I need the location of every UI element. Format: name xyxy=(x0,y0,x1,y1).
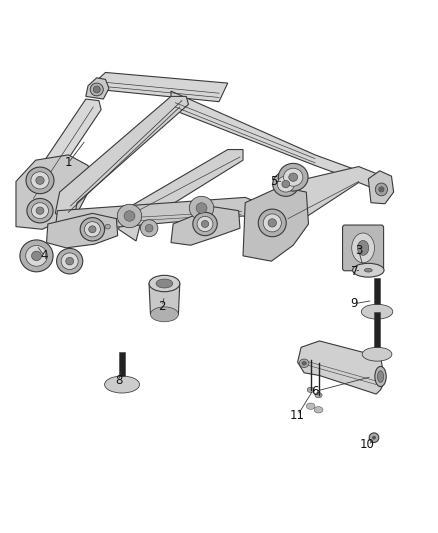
Ellipse shape xyxy=(124,211,135,221)
Ellipse shape xyxy=(66,257,74,265)
Ellipse shape xyxy=(352,233,374,263)
Ellipse shape xyxy=(263,214,281,232)
Ellipse shape xyxy=(378,370,384,382)
Ellipse shape xyxy=(32,251,42,261)
Ellipse shape xyxy=(26,246,47,266)
Ellipse shape xyxy=(258,209,286,237)
Text: 2: 2 xyxy=(159,300,166,313)
Ellipse shape xyxy=(369,433,379,442)
Ellipse shape xyxy=(83,221,88,225)
Ellipse shape xyxy=(193,212,217,236)
Ellipse shape xyxy=(189,196,214,220)
Ellipse shape xyxy=(353,263,384,277)
Ellipse shape xyxy=(36,207,44,214)
Polygon shape xyxy=(297,341,385,394)
Polygon shape xyxy=(20,99,101,213)
Ellipse shape xyxy=(362,348,392,361)
Ellipse shape xyxy=(20,240,53,272)
Ellipse shape xyxy=(26,167,54,193)
Ellipse shape xyxy=(85,222,100,237)
Ellipse shape xyxy=(361,304,393,319)
Ellipse shape xyxy=(306,403,315,409)
Ellipse shape xyxy=(314,407,323,413)
Polygon shape xyxy=(149,284,180,314)
Polygon shape xyxy=(16,155,92,229)
Ellipse shape xyxy=(201,221,208,228)
Polygon shape xyxy=(368,171,394,204)
Ellipse shape xyxy=(282,181,290,188)
Ellipse shape xyxy=(149,276,180,292)
Polygon shape xyxy=(86,78,109,99)
Text: 11: 11 xyxy=(290,409,305,422)
Ellipse shape xyxy=(364,268,372,272)
Ellipse shape xyxy=(105,224,110,229)
Ellipse shape xyxy=(145,224,153,232)
Ellipse shape xyxy=(57,248,83,274)
Ellipse shape xyxy=(31,172,49,189)
Text: 8: 8 xyxy=(115,374,122,387)
Polygon shape xyxy=(88,72,228,102)
Ellipse shape xyxy=(379,187,384,192)
Ellipse shape xyxy=(61,253,78,270)
Ellipse shape xyxy=(283,168,303,186)
Ellipse shape xyxy=(94,228,99,233)
Text: 4: 4 xyxy=(41,249,48,262)
Ellipse shape xyxy=(375,367,386,386)
Text: 7: 7 xyxy=(350,265,358,278)
Polygon shape xyxy=(171,91,359,181)
Polygon shape xyxy=(55,197,272,232)
Ellipse shape xyxy=(196,203,207,213)
Bar xyxy=(374,278,380,304)
Polygon shape xyxy=(280,166,383,228)
Text: 10: 10 xyxy=(360,438,375,451)
Ellipse shape xyxy=(117,204,142,228)
Ellipse shape xyxy=(105,376,140,393)
Text: 5: 5 xyxy=(270,175,277,188)
Ellipse shape xyxy=(372,436,376,440)
Ellipse shape xyxy=(197,216,213,231)
Ellipse shape xyxy=(268,219,276,227)
Ellipse shape xyxy=(307,387,314,392)
Ellipse shape xyxy=(36,176,44,184)
Ellipse shape xyxy=(375,183,388,196)
Polygon shape xyxy=(171,207,240,245)
Ellipse shape xyxy=(277,176,294,192)
Ellipse shape xyxy=(141,220,158,237)
Ellipse shape xyxy=(93,86,100,93)
Ellipse shape xyxy=(156,279,173,288)
Polygon shape xyxy=(243,187,308,261)
Ellipse shape xyxy=(289,173,298,181)
Text: 6: 6 xyxy=(311,385,319,398)
Ellipse shape xyxy=(150,307,178,322)
Polygon shape xyxy=(55,96,188,224)
Ellipse shape xyxy=(279,164,308,191)
Ellipse shape xyxy=(299,359,309,368)
Ellipse shape xyxy=(357,240,369,255)
Ellipse shape xyxy=(27,198,53,223)
Text: 9: 9 xyxy=(350,297,358,310)
Ellipse shape xyxy=(80,217,105,241)
Ellipse shape xyxy=(302,361,306,365)
FancyBboxPatch shape xyxy=(343,225,384,271)
Polygon shape xyxy=(46,213,118,248)
Bar xyxy=(120,352,125,376)
Ellipse shape xyxy=(273,172,299,196)
Ellipse shape xyxy=(315,392,322,398)
Ellipse shape xyxy=(32,203,49,219)
Bar xyxy=(374,312,380,348)
Ellipse shape xyxy=(90,83,103,96)
Text: 1: 1 xyxy=(65,156,72,169)
Ellipse shape xyxy=(89,226,96,233)
Polygon shape xyxy=(119,150,243,241)
Text: 3: 3 xyxy=(355,244,362,257)
